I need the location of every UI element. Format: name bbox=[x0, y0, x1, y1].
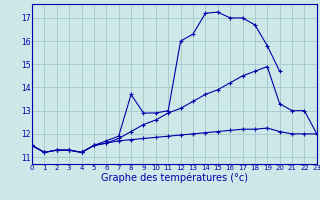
X-axis label: Graphe des températures (°c): Graphe des températures (°c) bbox=[101, 173, 248, 183]
